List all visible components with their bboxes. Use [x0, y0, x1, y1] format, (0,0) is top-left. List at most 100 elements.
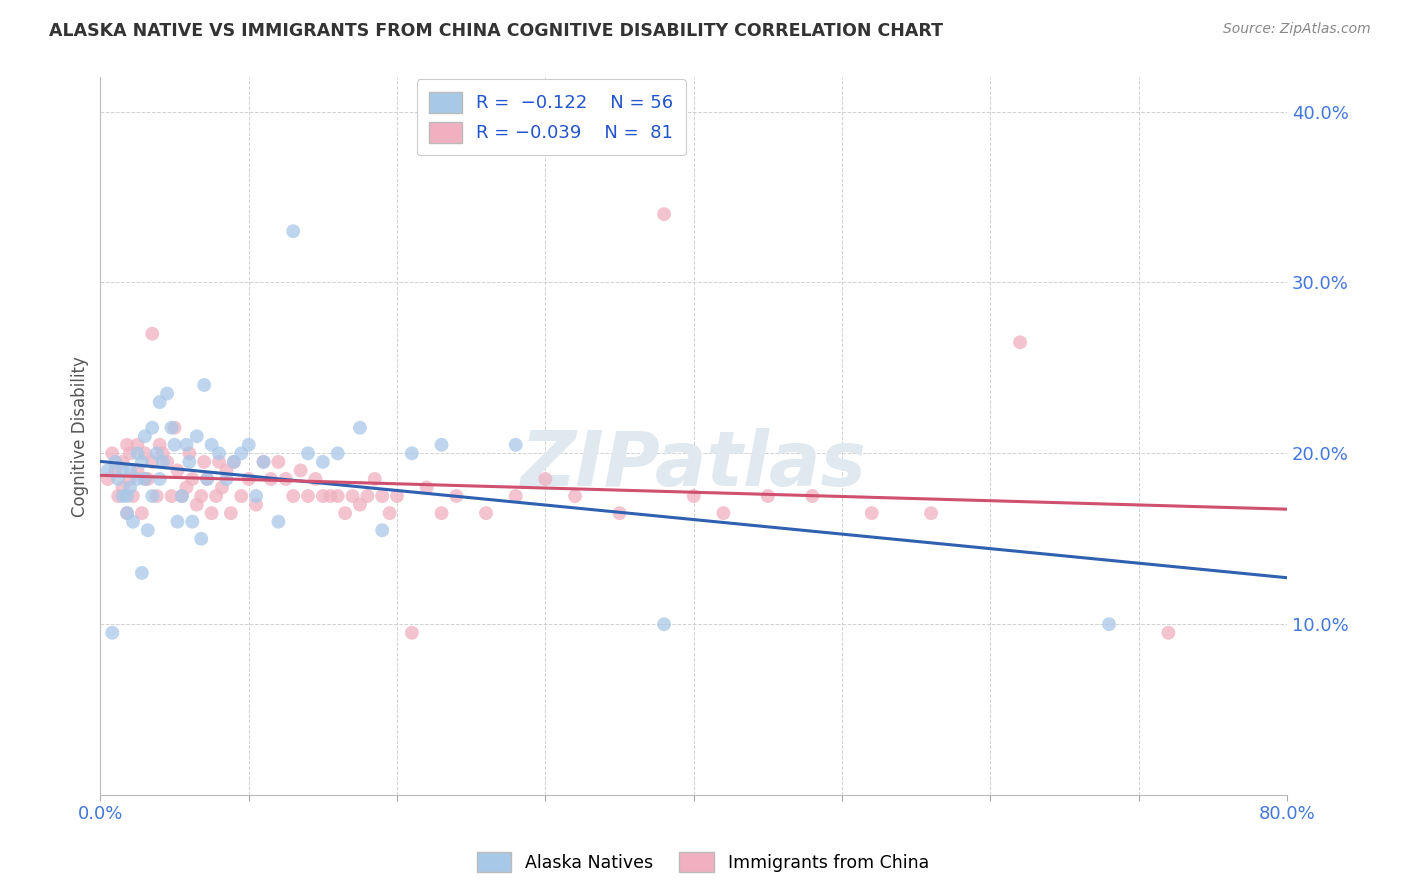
- Point: [107, 489, 129, 503]
- Point: [190, 489, 212, 503]
- Point: [101, 446, 124, 460]
- Point: [115, 506, 138, 520]
- Point: [609, 506, 631, 520]
- Point: [333, 506, 356, 520]
- Point: [371, 523, 394, 537]
- Point: [564, 489, 586, 503]
- Point: [122, 489, 145, 503]
- Point: [211, 481, 233, 495]
- Point: [160, 489, 183, 503]
- Point: [371, 489, 394, 503]
- Point: [179, 455, 201, 469]
- Point: [118, 446, 141, 460]
- Point: [134, 472, 156, 486]
- Point: [176, 481, 198, 495]
- Point: [801, 489, 824, 503]
- Point: [215, 472, 238, 486]
- Point: [141, 489, 163, 503]
- Y-axis label: Cognitive Disability: Cognitive Disability: [72, 356, 89, 516]
- Text: ZIPatlas: ZIPatlas: [520, 428, 866, 502]
- Point: [145, 489, 167, 503]
- Point: [136, 472, 159, 486]
- Point: [222, 455, 245, 469]
- Point: [342, 489, 364, 503]
- Point: [231, 446, 253, 460]
- Point: [186, 429, 208, 443]
- Text: ALASKA NATIVE VS IMMIGRANTS FROM CHINA COGNITIVE DISABILITY CORRELATION CHART: ALASKA NATIVE VS IMMIGRANTS FROM CHINA C…: [49, 22, 943, 40]
- Point: [195, 472, 218, 486]
- Point: [127, 472, 149, 486]
- Point: [134, 429, 156, 443]
- Point: [319, 489, 342, 503]
- Point: [231, 489, 253, 503]
- Text: Source: ZipAtlas.com: Source: ZipAtlas.com: [1223, 22, 1371, 37]
- Point: [111, 481, 134, 495]
- Point: [238, 472, 260, 486]
- Point: [267, 515, 290, 529]
- Point: [430, 438, 453, 452]
- Point: [131, 455, 153, 469]
- Point: [122, 515, 145, 529]
- Point: [349, 498, 371, 512]
- Point: [208, 455, 231, 469]
- Point: [111, 455, 134, 469]
- Point: [115, 489, 138, 503]
- Point: [378, 506, 401, 520]
- Point: [245, 498, 267, 512]
- Point: [312, 489, 335, 503]
- Point: [152, 446, 174, 460]
- Point: [201, 438, 224, 452]
- Point: [756, 489, 779, 503]
- Point: [181, 515, 204, 529]
- Point: [290, 463, 312, 477]
- Point: [326, 446, 349, 460]
- Point: [149, 438, 172, 452]
- Point: [385, 489, 408, 503]
- Point: [326, 489, 349, 503]
- Legend: R =  −0.122    N = 56, R = −0.039    N =  81: R = −0.122 N = 56, R = −0.039 N = 81: [416, 79, 686, 155]
- Point: [176, 438, 198, 452]
- Point: [127, 446, 149, 460]
- Point: [181, 472, 204, 486]
- Point: [134, 472, 156, 486]
- Point: [170, 489, 193, 503]
- Point: [222, 455, 245, 469]
- Point: [711, 506, 734, 520]
- Point: [505, 438, 527, 452]
- Point: [149, 395, 172, 409]
- Point: [475, 506, 498, 520]
- Point: [215, 463, 238, 477]
- Point: [505, 489, 527, 503]
- Point: [652, 617, 675, 632]
- Point: [156, 386, 179, 401]
- Point: [860, 506, 883, 520]
- Point: [127, 463, 149, 477]
- Point: [115, 506, 138, 520]
- Point: [118, 481, 141, 495]
- Point: [118, 463, 141, 477]
- Point: [111, 463, 134, 477]
- Point: [446, 489, 468, 503]
- Point: [131, 566, 153, 580]
- Point: [97, 463, 120, 477]
- Point: [1157, 625, 1180, 640]
- Point: [118, 472, 141, 486]
- Point: [283, 489, 305, 503]
- Point: [134, 446, 156, 460]
- Point: [160, 420, 183, 434]
- Point: [1098, 617, 1121, 632]
- Point: [364, 472, 387, 486]
- Point: [163, 438, 186, 452]
- Point: [141, 326, 163, 341]
- Point: [205, 489, 228, 503]
- Point: [193, 455, 215, 469]
- Point: [304, 472, 326, 486]
- Point: [356, 489, 378, 503]
- Point: [163, 420, 186, 434]
- Point: [131, 506, 153, 520]
- Point: [115, 438, 138, 452]
- Point: [193, 378, 215, 392]
- Point: [297, 446, 319, 460]
- Point: [415, 481, 437, 495]
- Point: [682, 489, 704, 503]
